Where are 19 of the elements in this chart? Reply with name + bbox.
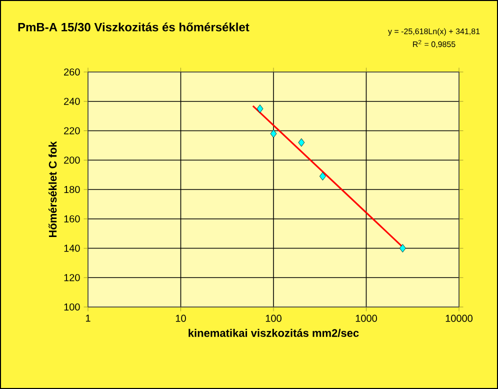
- x-tick-label: 100: [266, 314, 282, 322]
- y-tick-label: 260: [64, 68, 80, 76]
- y-tick-label: 180: [64, 186, 80, 194]
- text: R$^{2}$ = 0,9855: [413, 40, 456, 48]
- y-tick-label: 100: [64, 303, 80, 311]
- y-tick-label: 220: [64, 127, 80, 134]
- y-tick-label: 240: [64, 98, 80, 105]
- y-tick-label: 140: [64, 244, 80, 252]
- y-tick-label: 160: [64, 215, 80, 222]
- chart-title: PmB-A 15/30 Viszkozitás és hőmérséklet: [18, 22, 250, 32]
- x-tick-label: 1000: [356, 314, 377, 322]
- y-tick-label: 120: [64, 274, 80, 282]
- y-tick-label: 200: [64, 156, 80, 164]
- x-tick-label: 10: [176, 314, 186, 322]
- x-tick-label: 1: [86, 314, 90, 322]
- y-axis-title: Hőmérséklet C fok: [48, 141, 57, 238]
- x-tick-label: 10000: [446, 314, 473, 322]
- x-axis-title: kinematikai viszkozitás mm2/sec: [188, 328, 359, 338]
- text: y = -25,618Ln(x) + 341,81: [388, 28, 480, 36]
